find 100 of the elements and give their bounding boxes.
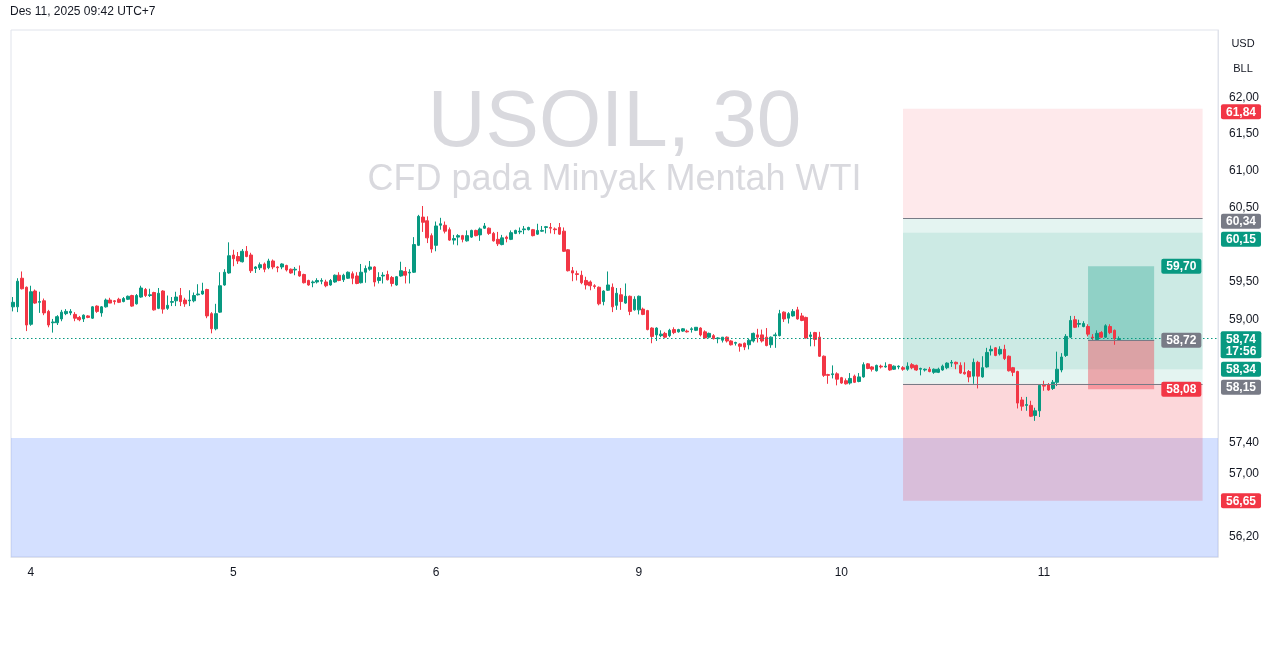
text: Des 11, 2025 09:42 UTC+7 xyxy=(10,4,156,18)
candlestick xyxy=(461,234,464,243)
candlestick xyxy=(884,361,887,369)
candlestick xyxy=(311,279,315,288)
candlestick xyxy=(611,282,614,313)
y-tick-label: 57,00 xyxy=(1229,466,1260,481)
candlestick xyxy=(236,251,240,265)
y-tick-label: 60,50 xyxy=(1229,199,1260,214)
candlestick xyxy=(994,346,997,357)
candlestick xyxy=(465,229,469,243)
candlestick xyxy=(355,271,359,285)
candlestick xyxy=(848,372,852,386)
candlestick xyxy=(597,285,601,306)
candlestick xyxy=(1086,323,1090,337)
candlestick xyxy=(972,358,975,385)
candlestick xyxy=(91,305,94,320)
ref-line-label: 60,34 xyxy=(1225,214,1257,229)
candlestick xyxy=(161,289,165,315)
candlestick xyxy=(906,361,909,372)
candlestick xyxy=(82,313,85,323)
candlestick xyxy=(474,229,478,237)
candlestick xyxy=(95,304,99,314)
candlestick xyxy=(844,377,848,386)
candlestick xyxy=(377,271,381,284)
text: BLL xyxy=(1233,62,1253,74)
candlestick xyxy=(932,367,936,375)
band-label: 56,65 xyxy=(1225,493,1257,508)
candlestick xyxy=(914,364,918,372)
candlestick xyxy=(214,303,218,331)
band-label: 61,84 xyxy=(1225,104,1257,119)
ref-line-label: 58,15 xyxy=(1225,380,1257,395)
candlestick xyxy=(760,329,764,343)
candlestick xyxy=(324,279,328,288)
candlestick xyxy=(218,271,222,314)
candlestick xyxy=(271,259,275,270)
y-tick-label: 56,20 xyxy=(1229,529,1260,544)
candlestick xyxy=(782,310,786,323)
x-tick-label: 4 xyxy=(27,565,35,579)
candlestick xyxy=(804,316,808,340)
candlestick xyxy=(86,314,90,319)
candlestick xyxy=(73,311,77,322)
y-tick-label: 61,00 xyxy=(1229,162,1260,177)
candlestick xyxy=(712,333,715,340)
candlestick xyxy=(157,287,160,310)
candlestick xyxy=(505,235,508,243)
candlestick xyxy=(901,365,905,372)
candlestick xyxy=(835,371,839,386)
candlestick xyxy=(1055,351,1059,387)
candlestick xyxy=(51,318,55,334)
candlestick xyxy=(928,366,931,373)
candlestick xyxy=(540,225,544,233)
candlestick xyxy=(117,297,121,304)
candlestick xyxy=(263,261,266,273)
candlestick xyxy=(478,226,482,242)
y-tick-label: 59,00 xyxy=(1229,311,1260,326)
candlestick xyxy=(1091,333,1094,341)
candlestick xyxy=(923,367,927,373)
band-label: 59,70 xyxy=(1166,259,1197,274)
candlestick xyxy=(637,295,641,315)
candlestick xyxy=(866,362,870,370)
candlestick xyxy=(875,364,878,373)
candlestick xyxy=(174,291,178,307)
candlestick xyxy=(152,291,156,312)
candlestick xyxy=(575,270,579,281)
candlestick xyxy=(346,270,350,280)
candlestick xyxy=(315,277,319,284)
candlestick xyxy=(672,326,676,335)
candlestick xyxy=(998,345,1002,356)
candlestick xyxy=(892,364,896,371)
candlestick xyxy=(373,265,376,287)
candlestick xyxy=(267,258,270,270)
candlestick xyxy=(289,267,293,275)
band-label: 60,15 xyxy=(1225,232,1257,247)
candlestick xyxy=(496,231,500,247)
candlestick xyxy=(553,226,557,235)
candlestick xyxy=(29,285,33,327)
candlestick xyxy=(531,228,535,237)
candlestick xyxy=(170,296,174,307)
candlestick xyxy=(1025,396,1028,412)
candlestick xyxy=(456,233,460,246)
candlestick xyxy=(108,297,112,304)
candlestick xyxy=(144,287,147,298)
candlestick xyxy=(738,342,742,353)
candlestick xyxy=(1042,380,1046,392)
x-tick-label: 10 xyxy=(834,565,849,579)
band-label: 58,34 xyxy=(1225,362,1257,377)
candlestick xyxy=(619,287,623,311)
ref-line-label: 58,72 xyxy=(1166,333,1197,348)
candlestick xyxy=(959,361,962,375)
candlestick xyxy=(381,271,385,284)
ref-line-label: 58,74 17:56 xyxy=(1225,331,1257,358)
candlestick xyxy=(1077,319,1081,328)
text: USD xyxy=(1231,37,1255,49)
y-tick-label: 57,40 xyxy=(1229,434,1260,449)
candlestick xyxy=(694,326,698,332)
x-tick-label: 5 xyxy=(230,565,238,579)
candlestick xyxy=(166,295,169,311)
candlestick xyxy=(500,234,504,246)
candlestick xyxy=(870,365,874,373)
candlestick xyxy=(685,329,689,334)
